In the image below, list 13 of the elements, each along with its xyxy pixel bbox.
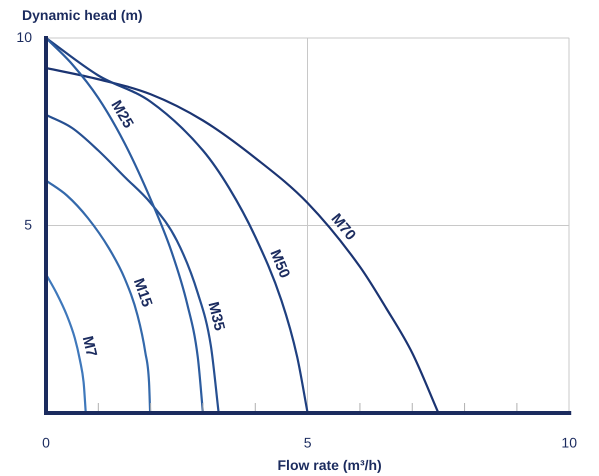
text: M7 (78, 334, 100, 359)
line-series (46, 179, 152, 413)
line-series (46, 66, 440, 413)
y-axis-title: Dynamic head (m) (22, 7, 143, 23)
x-tick-label: 0 (42, 434, 50, 450)
line-series (46, 38, 309, 413)
text: M50 (266, 247, 294, 281)
text: M35 (204, 300, 228, 332)
line-series (46, 38, 204, 413)
text: M15 (130, 276, 156, 310)
x-axis-title: Flow rate (m³/h) (277, 457, 382, 473)
x-tick-label: 5 (304, 434, 312, 450)
x-tick-label: 10 (561, 434, 578, 450)
